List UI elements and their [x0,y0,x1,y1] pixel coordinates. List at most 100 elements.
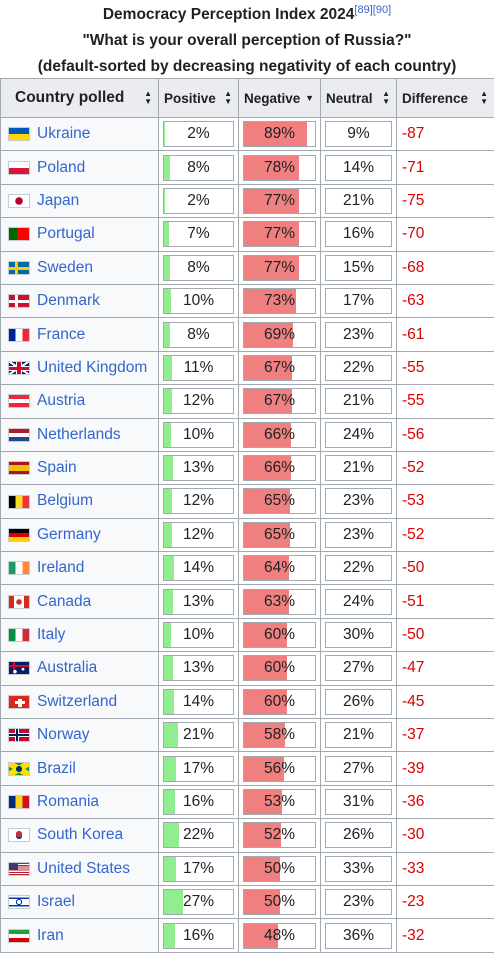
country-link[interactable]: Israel [37,893,75,910]
country-link[interactable]: Netherlands [37,426,121,443]
difference-cell: -53 [397,485,494,518]
country-link[interactable]: Canada [37,593,91,610]
difference-cell: -33 [397,852,494,885]
country-link[interactable]: Italy [37,626,65,643]
neutral-bar: 16% [325,221,392,247]
negative-bar: 50% [243,856,316,882]
country-link[interactable]: Romania [37,793,99,810]
country-link[interactable]: Poland [37,159,85,176]
negative-value: 60% [244,656,315,680]
column-header-negative[interactable]: Negative▼ [239,79,321,118]
country-link[interactable]: Ukraine [37,125,90,142]
country-cell: Belgium [1,485,159,518]
positive-value: 10% [164,289,233,313]
negative-bar: 78% [243,155,316,181]
country-link[interactable]: Ireland [37,559,84,576]
neutral-cell: 14% [321,151,397,184]
positive-value: 12% [164,523,233,547]
caption-note: (default-sorted by decreasing negativity… [0,54,494,80]
column-header-neutral[interactable]: Neutral▲▼ [321,79,397,118]
negative-bar: 67% [243,388,316,414]
neutral-value: 27% [326,656,391,680]
negative-cell: 50% [239,885,321,918]
country-cell: Netherlands [1,418,159,451]
country-link[interactable]: Brazil [37,760,76,777]
negative-value: 50% [244,890,315,914]
neutral-bar: 23% [325,522,392,548]
neutral-cell: 21% [321,719,397,752]
difference-cell: -56 [397,418,494,451]
neutral-value: 27% [326,757,391,781]
column-header-difference[interactable]: Difference▲▼ [397,79,494,118]
table-row: United States 17% 50% 33% -33 [1,852,494,885]
difference-cell: -52 [397,518,494,551]
sort-both-icon: ▲▼ [224,90,232,106]
neutral-cell: 23% [321,485,397,518]
country-link[interactable]: United Kingdom [37,359,147,376]
positive-cell: 10% [159,284,239,317]
table-row: Switzerland 14% 60% 26% -45 [1,685,494,718]
negative-value: 67% [244,389,315,413]
neutral-bar: 23% [325,889,392,915]
positive-bar: 16% [163,789,234,815]
negative-cell: 69% [239,318,321,351]
neutral-value: 21% [326,389,391,413]
neutral-bar: 21% [325,388,392,414]
positive-value: 14% [164,690,233,714]
positive-value: 13% [164,590,233,614]
positive-bar: 27% [163,889,234,915]
neutral-cell: 16% [321,218,397,251]
table-row: Belgium 12% 65% 23% -53 [1,485,494,518]
column-header-label: Positive [164,91,216,106]
neutral-value: 17% [326,289,391,313]
reference-link-89[interactable]: [89] [354,4,372,16]
country-link[interactable]: Portugal [37,225,95,242]
negative-bar: 65% [243,488,316,514]
country-link[interactable]: United States [37,860,130,877]
negative-bar: 50% [243,889,316,915]
austria-flag-icon [8,394,30,408]
country-link[interactable]: Norway [37,726,90,743]
positive-value: 8% [164,323,233,347]
country-link[interactable]: Australia [37,659,97,676]
positive-bar: 13% [163,589,234,615]
positive-cell: 17% [159,752,239,785]
positive-cell: 2% [159,118,239,151]
country-link[interactable]: Iran [37,927,64,944]
positive-bar: 10% [163,288,234,314]
table-row: South Korea 22% 52% 26% -30 [1,819,494,852]
negative-value: 65% [244,523,315,547]
positive-cell: 14% [159,552,239,585]
country-link[interactable]: Belgium [37,492,93,509]
reference-link-90[interactable]: [90] [373,4,391,16]
positive-value: 10% [164,423,233,447]
country-link[interactable]: Germany [37,526,101,543]
country-link[interactable]: Switzerland [37,693,117,710]
negative-value: 66% [244,423,315,447]
difference-cell: -87 [397,118,494,151]
header-row: Country polled▲▼ Positive ▲▼ Negative▼ Ne… [1,79,494,118]
country-link[interactable]: France [37,326,85,343]
country-link[interactable]: Denmark [37,292,100,309]
neutral-cell: 9% [321,118,397,151]
country-link[interactable]: South Korea [37,826,123,843]
country-link[interactable]: Sweden [37,259,93,276]
negative-cell: 66% [239,418,321,451]
negative-value: 64% [244,556,315,580]
negative-value: 89% [244,122,315,146]
negative-cell: 63% [239,585,321,618]
neutral-cell: 31% [321,785,397,818]
neutral-cell: 26% [321,685,397,718]
column-header-positive[interactable]: Positive ▲▼ [159,79,239,118]
column-header-country[interactable]: Country polled▲▼ [1,79,159,118]
difference-cell: -36 [397,785,494,818]
country-link[interactable]: Spain [37,459,77,476]
negative-cell: 67% [239,385,321,418]
neutral-value: 26% [326,690,391,714]
country-link[interactable]: Austria [37,392,85,409]
difference-cell: -75 [397,184,494,217]
japan-flag-icon [8,194,30,208]
negative-value: 77% [244,222,315,246]
country-link[interactable]: Japan [37,192,79,209]
negative-cell: 65% [239,518,321,551]
